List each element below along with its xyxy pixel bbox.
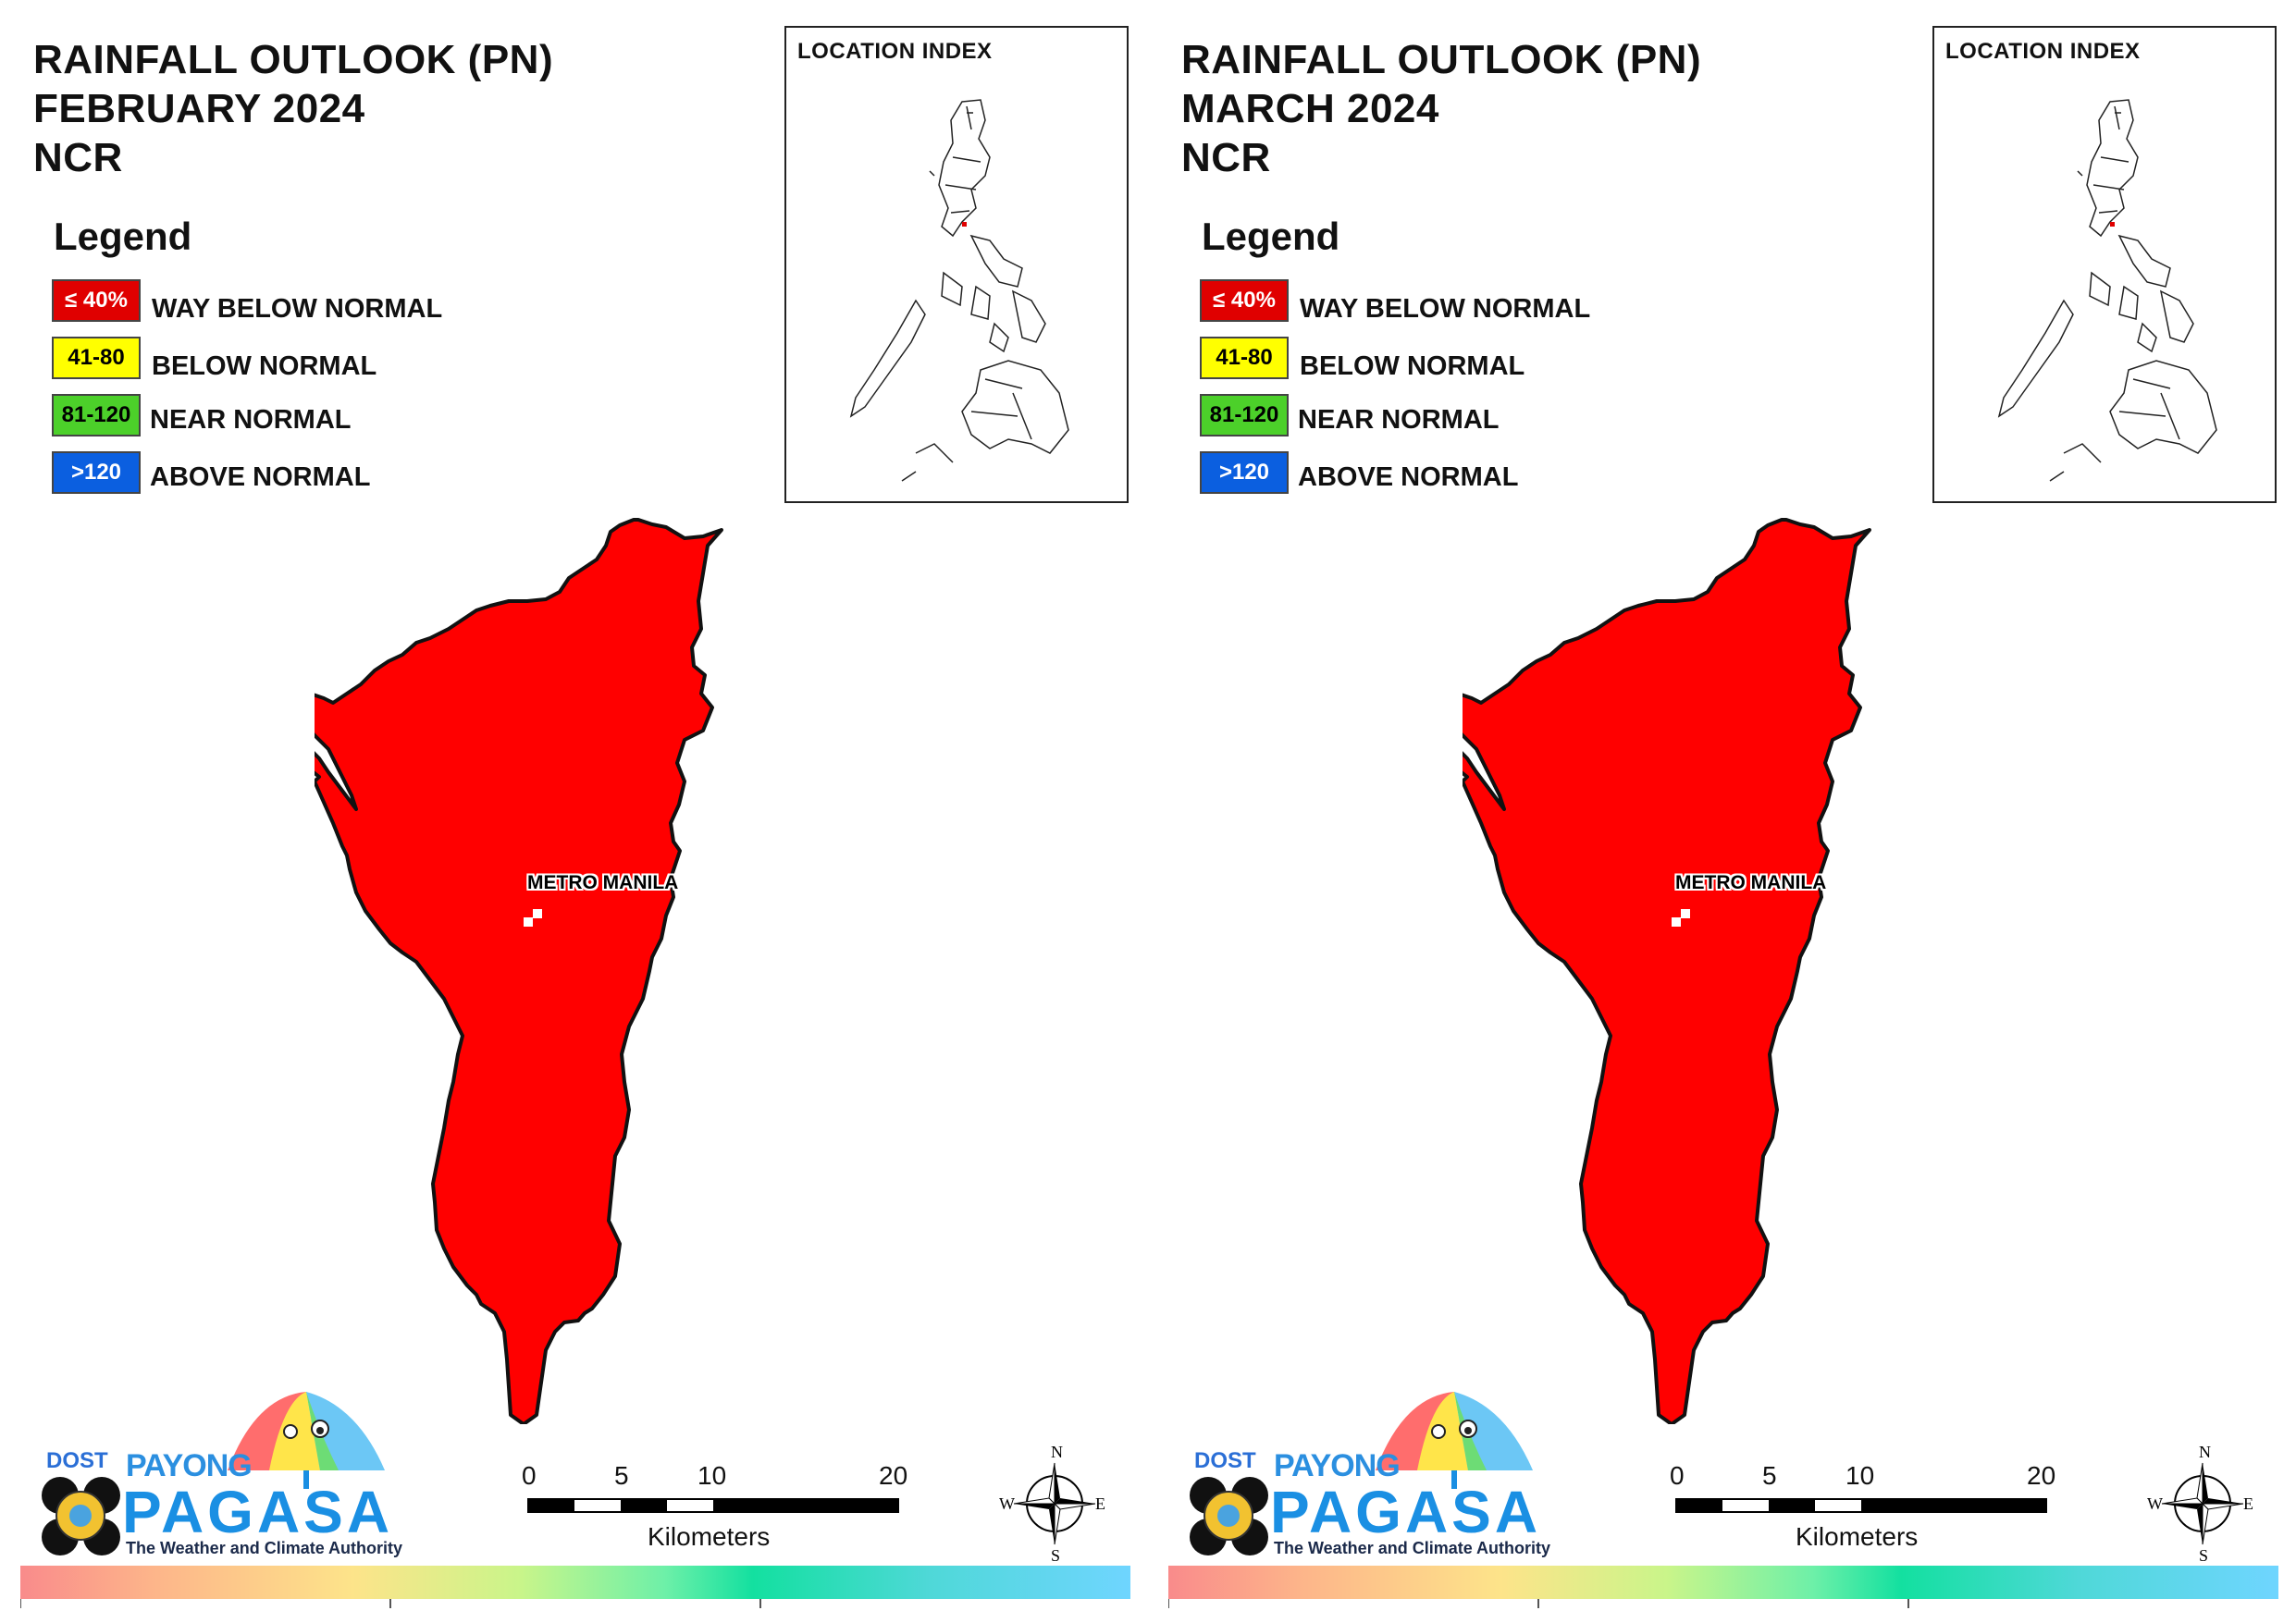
title-line-3: NCR <box>1181 135 1271 180</box>
legend-label: NEAR NORMAL <box>150 405 352 435</box>
payong-label: PAYONG <box>1274 1448 1401 1483</box>
pagasa-tagline: The Weather and Climate Authority <box>126 1539 403 1557</box>
compass-rose-icon: N E S W <box>999 1443 1105 1563</box>
philippines-outline-icon <box>1997 99 2217 482</box>
compass-w: W <box>999 1494 1015 1513</box>
title-line-3: NCR <box>33 135 123 180</box>
outlook-panel-march: RAINFALL OUTLOOK (PN) MARCH 2024 NCR Leg… <box>1148 0 2296 1623</box>
location-index-inset: LOCATION INDEX <box>784 26 1129 503</box>
location-index-inset: LOCATION INDEX <box>1932 26 2277 503</box>
scale-bar-graphic <box>1675 1498 2047 1513</box>
scale-tick-label: 0 <box>1670 1461 1685 1490</box>
title-line-1: RAINFALL OUTLOOK (PN) <box>33 37 554 82</box>
compass-s: S <box>1051 1546 1060 1563</box>
scale-bar: 0 5 10 20 Kilometers <box>1670 1461 2073 1554</box>
compass-rose-icon: N E S W <box>2147 1443 2253 1563</box>
pagasa-logo: DOST PAYONG PAGASA The Weather and Clima… <box>1181 1387 1550 1563</box>
outlook-panel-february: RAINFALL OUTLOOK (PN) FEBRUARY 2024 NCR … <box>20 26 1130 1608</box>
scale-tick-label: 20 <box>879 1461 908 1490</box>
legend-label: NEAR NORMAL <box>1298 405 1500 435</box>
legend-swatch: 81-120 <box>1200 394 1289 436</box>
footer-gradient-strip <box>20 1566 1130 1599</box>
legend-swatch: 81-120 <box>52 394 141 436</box>
scale-tick-label: 20 <box>2027 1461 2056 1490</box>
pagasa-logo: DOST PAYONG PAGASA The Weather and Clima… <box>33 1387 402 1563</box>
scale-tick-label: 0 <box>522 1461 537 1490</box>
compass-n: N <box>1051 1443 1063 1461</box>
footer-ticks <box>1168 1599 1909 1608</box>
legend-title: Legend <box>54 215 192 258</box>
compass-s: S <box>2199 1546 2208 1563</box>
payong-label: PAYONG <box>126 1448 253 1483</box>
legend-title: Legend <box>1202 215 1340 258</box>
title-line-1: RAINFALL OUTLOOK (PN) <box>1181 37 1702 82</box>
legend-label: ABOVE NORMAL <box>150 462 371 492</box>
data-gap-pixel <box>1681 909 1690 918</box>
compass-e: E <box>1095 1494 1105 1513</box>
dost-label: DOST <box>46 1448 108 1473</box>
legend-label: BELOW NORMAL <box>1300 351 1525 381</box>
place-label-metro-manila: METRO MANILA <box>527 872 679 893</box>
legend-label: BELOW NORMAL <box>152 351 377 381</box>
metro-manila-region <box>1463 518 1871 1424</box>
data-gap-pixel <box>533 909 542 918</box>
umbrella-logo-icon <box>228 1392 385 1489</box>
scale-bar-graphic <box>527 1498 899 1513</box>
scale-bar: 0 5 10 20 Kilometers <box>522 1461 925 1554</box>
compass-w: W <box>2147 1494 2163 1513</box>
scale-tick-label: 5 <box>1762 1461 1777 1490</box>
metro-manila-region <box>315 518 723 1424</box>
umbrella-logo-icon <box>1376 1392 1533 1489</box>
scale-tick-label: 10 <box>1845 1461 1875 1490</box>
map-title: RAINFALL OUTLOOK (PN) MARCH 2024 NCR <box>1181 35 1701 182</box>
place-label-metro-manila: METRO MANILA <box>1675 872 1827 893</box>
legend-swatch: ≤ 40% <box>52 279 141 322</box>
footer-gradient-strip <box>1168 1566 2278 1599</box>
philippines-outline-icon <box>849 99 1069 482</box>
ncr-region-map <box>315 518 723 1424</box>
legend-swatch: >120 <box>1200 451 1289 494</box>
legend-label: WAY BELOW NORMAL <box>1300 294 1591 324</box>
legend-swatch: ≤ 40% <box>1200 279 1289 322</box>
footer-ticks <box>20 1599 761 1608</box>
pagasa-label: PAGASA <box>1270 1479 1542 1545</box>
ncr-marker <box>2110 222 2115 227</box>
scale-tick-label: 5 <box>614 1461 629 1490</box>
data-gap-pixel <box>1672 917 1681 927</box>
legend-label: ABOVE NORMAL <box>1298 462 1519 492</box>
ncr-marker <box>962 222 967 227</box>
location-index-label: LOCATION INDEX <box>797 39 993 64</box>
pagasa-label: PAGASA <box>122 1479 394 1545</box>
compass-n: N <box>2199 1443 2211 1461</box>
ncr-region-map <box>1463 518 1871 1424</box>
pagasa-tagline: The Weather and Climate Authority <box>1274 1539 1551 1557</box>
legend-label: WAY BELOW NORMAL <box>152 294 443 324</box>
compass-e: E <box>2243 1494 2253 1513</box>
location-index-label: LOCATION INDEX <box>1945 39 2141 64</box>
dost-label: DOST <box>1194 1448 1256 1473</box>
data-gap-pixel <box>524 917 533 927</box>
dost-seal-icon <box>42 1477 120 1555</box>
legend-swatch: 41-80 <box>1200 337 1289 379</box>
title-line-2: MARCH 2024 <box>1181 86 1439 131</box>
title-line-2: FEBRUARY 2024 <box>33 86 365 131</box>
scale-unit-label: Kilometers <box>648 1522 771 1551</box>
legend-swatch: >120 <box>52 451 141 494</box>
scale-tick-label: 10 <box>697 1461 727 1490</box>
map-title: RAINFALL OUTLOOK (PN) FEBRUARY 2024 NCR <box>33 35 553 182</box>
dost-seal-icon <box>1190 1477 1268 1555</box>
legend-swatch: 41-80 <box>52 337 141 379</box>
scale-unit-label: Kilometers <box>1796 1522 1919 1551</box>
